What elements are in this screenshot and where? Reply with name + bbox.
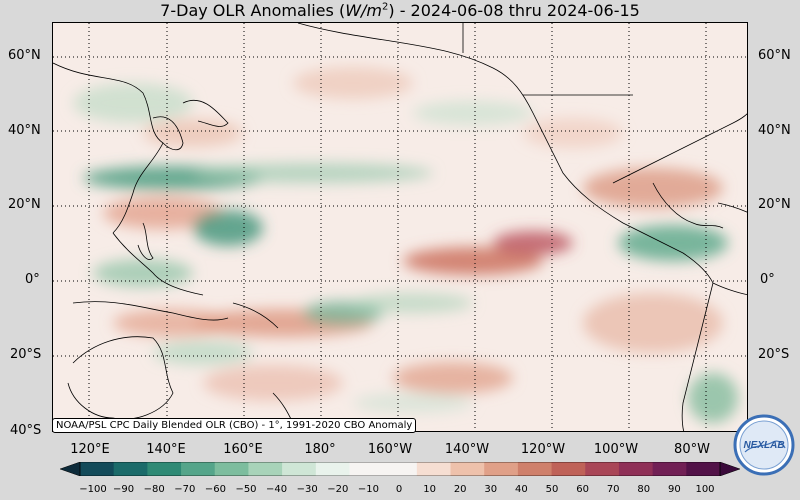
colorbar-cell — [383, 462, 418, 476]
colorbar-cell — [80, 462, 115, 476]
colorbar-cell — [315, 462, 350, 476]
colorbar-tick-label: −70 — [174, 484, 196, 495]
colorbar-tick-label: 40 — [515, 484, 528, 495]
lat-label-eq-left: 0° — [25, 272, 40, 287]
colorbar-tick-label: −30 — [296, 484, 318, 495]
colorbar-tick-label: 100 — [695, 484, 715, 495]
lon-label-120w: 120°W — [520, 442, 566, 457]
colorbar-tick-label: 90 — [668, 484, 681, 495]
lat-label-20s-right: 20°S — [758, 347, 790, 362]
colorbar-cell — [618, 462, 654, 476]
colorbar-tick-label: −20 — [327, 484, 349, 495]
lat-label-40n-left: 40°N — [8, 123, 41, 138]
colorbar-cell — [551, 462, 586, 476]
graticule — [53, 23, 747, 431]
lon-label-140e: 140°E — [146, 442, 186, 457]
colorbar-cell — [113, 462, 148, 476]
colorbar-cell — [652, 462, 687, 476]
colorbar-tick-label: 30 — [484, 484, 498, 495]
colorbar-cell — [147, 462, 182, 476]
lat-label-60n-left: 60°N — [8, 48, 41, 63]
colorbar-tick-label: −10 — [357, 484, 379, 495]
colorbar-tick-label: 70 — [606, 484, 620, 495]
lat-label-60n-right: 60°N — [758, 48, 791, 63]
logo-text: NEXLAB — [743, 440, 784, 451]
colorbar-cell — [214, 462, 249, 476]
colorbar-tick-label: −60 — [204, 484, 226, 495]
title-unit-exponent: 2 — [381, 1, 389, 13]
colorbar-tick-label: −50 — [235, 484, 257, 495]
colorbar-tick-label: 0 — [395, 484, 403, 495]
colorbar-outline — [79, 462, 721, 476]
colorbar-tick-label: −100 — [79, 484, 107, 495]
lat-label-20n-right: 20°N — [758, 197, 791, 212]
lon-label-180: 180° — [304, 442, 336, 457]
nexlab-logo: NEXLAB — [733, 414, 795, 476]
colorbar-cell — [450, 462, 485, 476]
lon-label-160e: 160°E — [223, 442, 263, 457]
colorbar-tick-label: 60 — [576, 484, 589, 495]
colorbar — [60, 462, 740, 476]
lat-label-eq-right: 0° — [760, 272, 775, 287]
map-canvas — [53, 23, 747, 431]
lon-label-120e: 120°E — [70, 442, 110, 457]
colorbar-tick-label: 10 — [423, 484, 436, 495]
colorbar-cell — [484, 462, 519, 476]
colorbar-cells — [80, 462, 721, 476]
lon-label-160w: 160°W — [367, 442, 413, 457]
colorbar-cell — [517, 462, 553, 476]
colorbar-cell — [349, 462, 384, 476]
colorbar-cell — [686, 462, 721, 476]
lat-label-20s-left: 20°S — [10, 347, 42, 362]
colorbar-tick-label: 80 — [637, 484, 651, 495]
lat-label-40n-right: 40°N — [758, 123, 791, 138]
colorbar-tick-label: 50 — [545, 484, 559, 495]
colorbar-cell — [585, 462, 620, 476]
colorbar-tick-label: −90 — [113, 484, 135, 495]
colorbar-cell — [416, 462, 452, 476]
lat-label-40s-left: 40°S — [10, 423, 42, 438]
coastlines — [53, 23, 747, 431]
title-suffix: ) - 2024-06-08 thru 2024-06-15 — [388, 1, 640, 20]
title-prefix: 7-Day OLR Anomalies ( — [160, 1, 346, 20]
colorbar-left-extend — [60, 462, 81, 476]
colorbar-tick-label: −40 — [266, 484, 288, 495]
data-source-credit: NOAA/PSL CPC Daily Blended OLR (CBO) - 1… — [52, 418, 417, 433]
lon-label-140w: 140°W — [444, 442, 490, 457]
title-unit: W/m — [345, 1, 382, 20]
colorbar-cell — [248, 462, 283, 476]
colorbar-cell — [181, 462, 216, 476]
anomaly-field — [73, 67, 738, 423]
lon-label-100w: 100°W — [593, 442, 639, 457]
lat-label-20n-left: 20°N — [8, 197, 41, 212]
colorbar-tick-label: 20 — [453, 484, 467, 495]
olr-anomaly-map — [52, 22, 748, 432]
lon-label-80w: 80°W — [674, 442, 710, 457]
map-title: 7-Day OLR Anomalies (W/m2) - 2024-06-08 … — [0, 0, 800, 22]
colorbar-cell — [282, 462, 317, 476]
colorbar-tick-label: −80 — [143, 484, 165, 495]
